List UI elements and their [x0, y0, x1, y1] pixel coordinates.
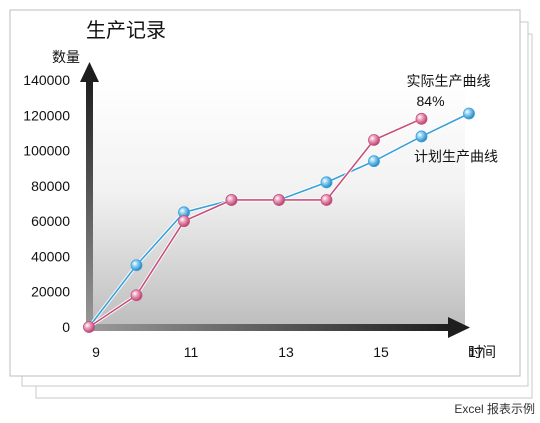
y-tick-label: 100000 [23, 143, 70, 159]
actual-data-point [273, 194, 285, 206]
series-labels: 实际生产曲线 84% 计划生产曲线 [407, 73, 499, 165]
actual-series-line [88, 118, 422, 328]
actual-data-point [225, 194, 238, 206]
x-tick-label: 13 [278, 344, 294, 360]
x-tick-label: 17 [468, 344, 484, 360]
y-axis-arrow [80, 62, 99, 82]
axes [80, 62, 470, 338]
x-tick-label: 15 [373, 344, 389, 360]
y-tick-label: 60000 [31, 213, 70, 229]
percent-annotation: 84% [417, 93, 445, 109]
y-axis [86, 80, 93, 330]
y-tick-label: 80000 [31, 178, 70, 194]
series-points [83, 107, 475, 333]
planned-data-point [368, 155, 380, 168]
actual-data-point [83, 321, 95, 333]
actual-series-label: 实际生产曲线 [407, 73, 491, 89]
x-tick-labels: 9 11 13 15 17 [92, 344, 484, 360]
planned-data-point [320, 176, 333, 189]
actual-data-point [368, 134, 380, 146]
footer-caption: Excel 报表示例 [454, 401, 535, 416]
y-tick-label: 140000 [23, 72, 70, 88]
y-axis-label: 数量 [52, 49, 80, 65]
y-tick-label: 0 [62, 319, 70, 335]
x-axis-arrow [448, 317, 470, 338]
actual-data-point [130, 289, 143, 302]
planned-data-point [415, 130, 428, 143]
chart-title: 生产记录 [86, 19, 166, 42]
planned-data-point [130, 259, 143, 272]
x-axis [88, 324, 450, 331]
actual-data-point [320, 194, 333, 206]
x-tick-label: 11 [184, 344, 199, 360]
planned-series-label: 计划生产曲线 [414, 149, 498, 165]
actual-data-point [415, 112, 428, 125]
y-tick-label: 20000 [31, 284, 70, 300]
y-tick-label: 40000 [31, 248, 70, 264]
actual-data-point [178, 215, 190, 228]
y-tick-labels: 0 20000 40000 60000 80000 100000 120000 140000 [23, 72, 70, 335]
x-axis-label: 时间 [468, 344, 496, 360]
y-tick-label: 120000 [23, 107, 70, 123]
planned-data-point [463, 107, 475, 120]
x-tick-label: 9 [92, 344, 100, 360]
